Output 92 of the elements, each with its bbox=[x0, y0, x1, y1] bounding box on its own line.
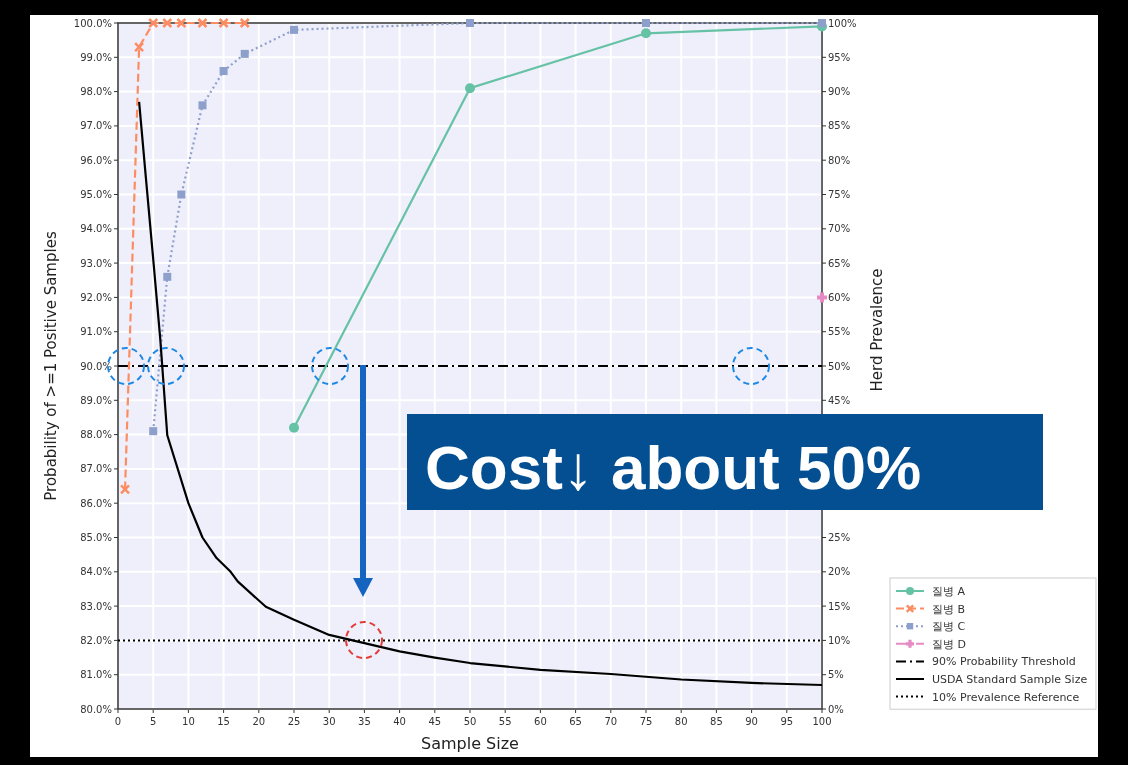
point bbox=[119, 484, 131, 495]
y2-tick-label: 90% bbox=[828, 86, 851, 98]
point bbox=[815, 290, 829, 305]
point bbox=[290, 25, 298, 34]
x-tick-label: 60 bbox=[534, 716, 547, 727]
y-tick-label: 88.0% bbox=[80, 429, 112, 441]
y2-axis-title: Herd Prevalence bbox=[868, 268, 886, 392]
legend-label: 질병 A bbox=[932, 585, 966, 598]
point bbox=[641, 28, 651, 39]
y2-tick-label: 0% bbox=[828, 703, 844, 715]
y2-tick-label: 20% bbox=[828, 566, 851, 578]
x-tick-label: 0 bbox=[114, 716, 122, 727]
point bbox=[147, 17, 159, 29]
point bbox=[642, 19, 650, 27]
x-tick-label: 5 bbox=[150, 716, 157, 727]
y2-tick-label: 15% bbox=[828, 600, 851, 612]
point bbox=[197, 17, 208, 29]
y2-tick-label: 75% bbox=[828, 189, 851, 200]
y-axis-title: Probability of >=1 Positive Samples bbox=[42, 231, 60, 501]
y-tick-label: 93.0% bbox=[80, 257, 112, 269]
y2-tick-label: 25% bbox=[828, 532, 851, 543]
x-tick-label: 50 bbox=[463, 716, 477, 727]
y2-tick-label: 5% bbox=[828, 669, 844, 681]
point bbox=[176, 17, 187, 29]
y-tick-label: 97.0% bbox=[80, 120, 112, 132]
x-tick-label: 100 bbox=[812, 716, 832, 727]
legend-label: 질병 D bbox=[932, 637, 966, 651]
point bbox=[177, 190, 186, 199]
point bbox=[133, 41, 145, 53]
x-tick-label: 65 bbox=[569, 716, 582, 727]
point bbox=[239, 17, 250, 29]
y-tick-label: 99.0% bbox=[80, 51, 112, 63]
x-tick-label: 45 bbox=[428, 716, 442, 727]
y2-tick-label: 80% bbox=[828, 154, 851, 166]
x-axis-title: Sample Size bbox=[421, 734, 519, 753]
x-tick-label: 35 bbox=[358, 716, 371, 727]
y-tick-label: 87.0% bbox=[80, 463, 112, 475]
y2-tick-label: 45% bbox=[828, 394, 851, 406]
x-tick-label: 20 bbox=[252, 716, 266, 727]
y2-tick-label: 100% bbox=[828, 17, 857, 29]
x-tick-label: 55 bbox=[498, 716, 512, 727]
y2-tick-label: 85% bbox=[828, 120, 851, 132]
y-tick-label: 83.0% bbox=[80, 600, 112, 612]
y-tick-label: 96.0% bbox=[80, 154, 112, 166]
y-tick-label: 90.0% bbox=[80, 360, 112, 372]
y-tick-label: 92.0% bbox=[80, 291, 112, 303]
point bbox=[465, 83, 475, 94]
y2-tick-label: 50% bbox=[828, 360, 851, 372]
y-tick-label: 82.0% bbox=[80, 634, 112, 646]
legend-label: 10% Prevalence Reference bbox=[932, 690, 1080, 704]
y2-tick-label: 55% bbox=[828, 326, 851, 338]
x-tick-label: 70 bbox=[604, 716, 618, 727]
y-tick-label: 89.0% bbox=[80, 394, 112, 406]
x-tick-label: 10 bbox=[182, 716, 195, 727]
point bbox=[198, 101, 207, 110]
y-tick-label: 86.0% bbox=[80, 497, 112, 509]
point bbox=[163, 272, 172, 281]
point bbox=[466, 19, 474, 27]
x-tick-label: 90 bbox=[745, 716, 758, 727]
y-tick-label: 80.0% bbox=[80, 703, 112, 715]
y2-tick-label: 65% bbox=[828, 257, 851, 269]
x-tick-label: 95 bbox=[780, 716, 794, 727]
point bbox=[289, 422, 299, 433]
x-tick-label: 80 bbox=[674, 716, 688, 727]
y2-tick-label: 60% bbox=[828, 291, 851, 303]
point bbox=[149, 427, 158, 436]
y-tick-label: 84.0% bbox=[80, 566, 112, 578]
legend-label: 질병 B bbox=[932, 602, 966, 616]
x-tick-label: 30 bbox=[322, 716, 336, 727]
x-tick-label: 75 bbox=[639, 716, 653, 727]
annotation: Cost↓ about 50% bbox=[425, 433, 922, 502]
y-tick-label: 91.0% bbox=[80, 326, 112, 338]
y-tick-label: 98.0% bbox=[80, 86, 112, 98]
y-tick-label: 95.0% bbox=[80, 189, 112, 200]
y2-tick-label: 95% bbox=[828, 51, 851, 63]
legend-label: 질병 C bbox=[932, 620, 966, 634]
y-tick-label: 81.0% bbox=[80, 669, 112, 681]
point bbox=[218, 17, 229, 29]
point bbox=[219, 67, 228, 76]
y-tick-label: 100.0% bbox=[73, 17, 112, 29]
legend-label: USDA Standard Sample Size bbox=[932, 673, 1088, 686]
legend-label: 90% Probability Threshold bbox=[932, 655, 1076, 669]
y-tick-label: 94.0% bbox=[80, 223, 112, 235]
x-tick-label: 40 bbox=[393, 716, 406, 727]
x-tick-label: 15 bbox=[217, 716, 230, 727]
y2-tick-label: 70% bbox=[828, 223, 851, 235]
x-tick-label: 85 bbox=[710, 716, 723, 727]
x-tick-label: 25 bbox=[287, 716, 301, 727]
y-tick-label: 85.0% bbox=[80, 532, 112, 543]
point bbox=[162, 17, 173, 29]
y2-tick-label: 10% bbox=[828, 634, 851, 646]
point bbox=[240, 49, 249, 58]
